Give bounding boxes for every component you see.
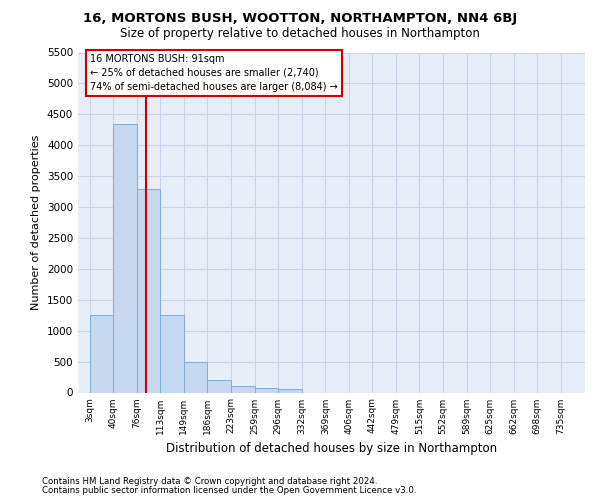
Text: 16, MORTONS BUSH, WOOTTON, NORTHAMPTON, NN4 6BJ: 16, MORTONS BUSH, WOOTTON, NORTHAMPTON, … (83, 12, 517, 25)
Bar (89, 315, 113, 392)
Bar (208, 380, 231, 392)
Bar (137, 188, 160, 392)
Bar (232, 386, 254, 392)
Text: Contains HM Land Registry data © Crown copyright and database right 2024.: Contains HM Land Registry data © Crown c… (42, 477, 377, 486)
Bar (113, 124, 137, 392)
Text: Contains public sector information licensed under the Open Government Licence v3: Contains public sector information licen… (42, 486, 416, 495)
Bar (278, 390, 302, 392)
Bar (184, 362, 207, 392)
Y-axis label: Number of detached properties: Number of detached properties (31, 135, 41, 310)
Bar (254, 388, 278, 392)
Text: Size of property relative to detached houses in Northampton: Size of property relative to detached ho… (120, 28, 480, 40)
Bar (160, 315, 184, 392)
X-axis label: Distribution of detached houses by size in Northampton: Distribution of detached houses by size … (166, 442, 497, 455)
Text: 16 MORTONS BUSH: 91sqm
← 25% of detached houses are smaller (2,740)
74% of semi-: 16 MORTONS BUSH: 91sqm ← 25% of detached… (90, 54, 338, 92)
